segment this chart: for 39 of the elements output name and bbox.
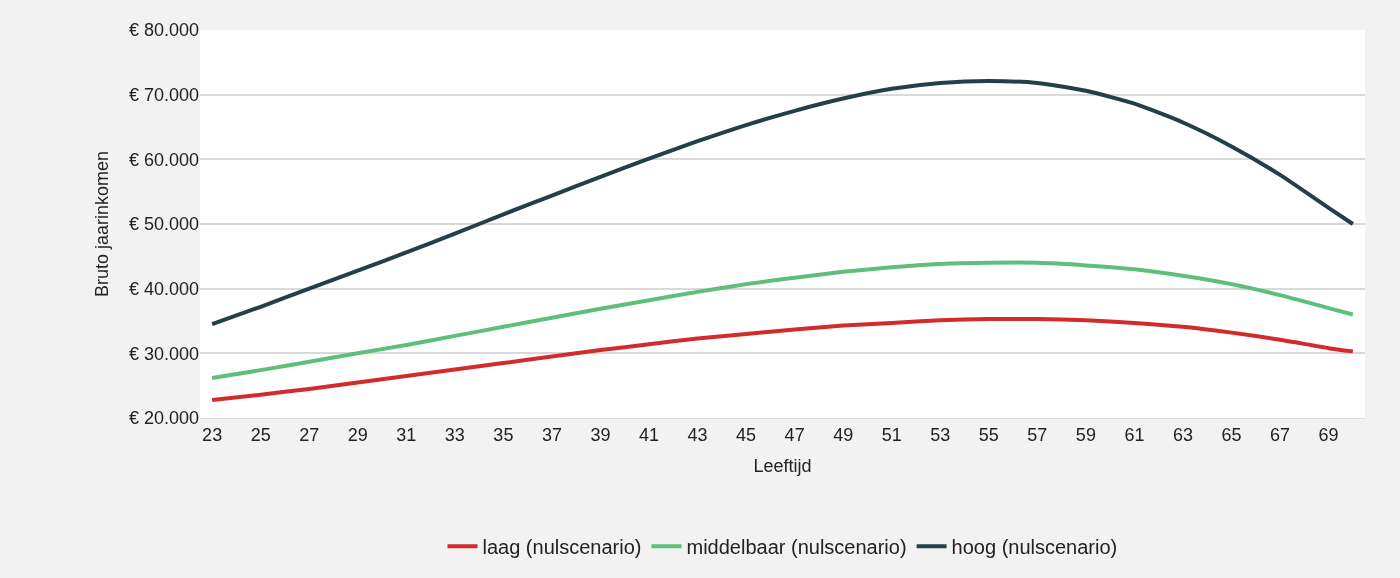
x-tick-label: 23 — [202, 424, 223, 445]
y-tick-label: € 50.000 — [128, 214, 199, 235]
x-tick-label: 45 — [736, 424, 757, 445]
x-tick-label: 27 — [299, 424, 320, 445]
y-tick-label: € 60.000 — [128, 149, 199, 170]
x-tick-label: 53 — [930, 424, 951, 445]
x-tick-label: 39 — [590, 424, 611, 445]
y-tick-label: € 30.000 — [128, 343, 199, 364]
x-tick-label: 61 — [1124, 424, 1145, 445]
x-axis-title: Leeftijd — [753, 455, 812, 476]
x-tick-label: 63 — [1172, 424, 1193, 445]
x-tick-label: 67 — [1270, 424, 1291, 445]
y-tick-label: € 70.000 — [128, 84, 199, 105]
y-axis-title: Bruto jaarinkomen — [92, 150, 113, 298]
x-tick-label: 69 — [1318, 424, 1339, 445]
x-tick-label: 25 — [250, 424, 271, 445]
x-tick-label: 55 — [978, 424, 999, 445]
x-tick-label: 35 — [493, 424, 514, 445]
x-tick-label: 31 — [396, 424, 417, 445]
legend-label: middelbaar (nulscenario) — [686, 535, 907, 558]
x-tick-label: 37 — [541, 424, 562, 445]
x-tick-label: 65 — [1221, 424, 1242, 445]
legend-label: laag (nulscenario) — [482, 535, 642, 558]
y-tick-label: € 20.000 — [128, 408, 199, 429]
x-tick-label: 57 — [1027, 424, 1048, 445]
x-tick-label: 59 — [1075, 424, 1096, 445]
x-tick-label: 41 — [638, 424, 660, 445]
x-tick-label: 51 — [881, 424, 902, 445]
x-tick-label: 29 — [347, 424, 368, 445]
line-series — [210, 316, 1355, 402]
x-tick-label: 43 — [687, 424, 708, 445]
y-tick-label: € 80.000 — [128, 20, 199, 41]
x-tick-label: 33 — [444, 424, 465, 445]
y-tick-label: € 40.000 — [128, 278, 199, 299]
x-tick-label: 49 — [833, 424, 854, 445]
legend-label: hoog (nulscenario) — [951, 535, 1118, 558]
line-series — [210, 79, 1355, 327]
line-series — [210, 260, 1355, 380]
x-tick-label: 47 — [784, 424, 805, 445]
